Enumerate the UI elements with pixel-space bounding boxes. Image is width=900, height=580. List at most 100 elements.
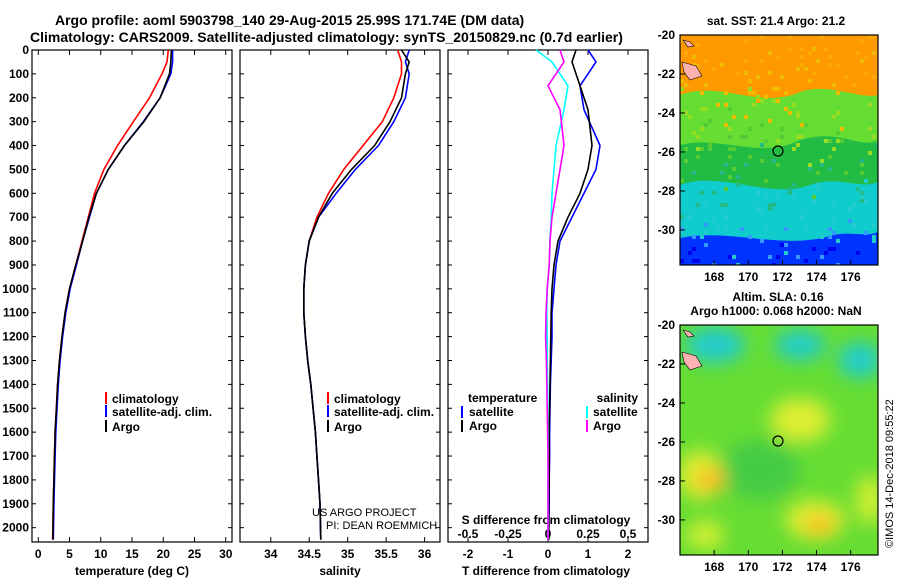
sst-map-title: sat. SST: 21.4 Argo: 21.2 [707,14,846,28]
difference-xlabel: T difference from climatology [462,564,630,578]
sst-pixel [784,251,788,255]
series-line-satellite-adj-clim- [52,50,174,540]
sst-pixel [728,135,732,139]
sst-pixel [680,215,684,219]
sst-pixel [796,135,800,139]
sst-island-2 [681,61,703,81]
sst-pixel [760,211,764,215]
sst-pixel [864,231,868,235]
sst-pixel [872,75,876,79]
sla-axes: 168 170 172 174 176 -20 -22 -24 -26 -28 -30 [658,318,861,574]
sst-pixel [760,239,764,243]
sst-pixel [768,207,772,211]
sst-heatmap [680,35,878,265]
series-line-s-argo [544,49,565,540]
legend-label-argo: Argo [334,420,362,434]
sst-pixel [852,203,856,207]
sst-pixel [740,135,744,139]
x-tick-label: 2 [625,547,632,561]
sst-pixel [716,227,720,231]
sla-map-subtitle: Argo h1000: 0.068 h2000: NaN [690,304,861,318]
depth-tick-label: 1100 [3,306,29,320]
sla-blob-cyan-1 [685,327,745,363]
depth-tick-label: 1000 [2,282,29,296]
difference-series [535,49,601,540]
sst-pixel [768,119,772,123]
sst-pixel [808,51,812,55]
depth-tick-label: 100 [9,67,29,81]
sst-pixel [812,199,816,203]
sst-pixel [848,207,852,211]
sst-pixel [720,203,724,207]
sla-blob-yellow-1 [770,398,830,442]
sla-heatmap [680,325,878,555]
sst-pixel [804,67,808,71]
map-x-tick-label: 168 [704,560,724,574]
sst-pixel [724,187,728,191]
sst-pixel [872,135,876,139]
sst-pixel [772,87,776,91]
sst-pixel [772,263,776,265]
sst-pixel [852,83,856,87]
sst-pixel [832,231,836,235]
sst-pixel [684,159,688,163]
sst-pixel [800,135,804,139]
sst-pixel [696,203,700,207]
sst-pixel [736,183,740,187]
sst-pixel [832,115,836,119]
sst-pixel [828,55,832,59]
sst-pixel [736,175,740,179]
x-tick-label: 35.5 [374,547,398,561]
x-tick-label: 25 [188,547,202,561]
sst-pixel [852,223,856,227]
sst-pixel [748,91,752,95]
sst-pixel [768,203,772,207]
sst-pixel [784,227,788,231]
sst-pixel [804,259,808,263]
sst-pixel [736,71,740,75]
sla-map-frame [679,324,879,556]
sst-pixel [868,35,872,39]
sst-pixel [772,203,776,207]
sst-pixel [684,51,688,55]
sst-pixel [784,243,788,247]
sst-pixel [728,255,732,259]
sst-pixel [760,123,764,127]
sst-pixel [736,263,740,265]
legend-title-temperature: temperature [468,391,538,405]
sst-pixel [756,95,760,99]
sst-pixel [832,247,836,251]
depth-tick-label: 700 [9,210,29,224]
depth-tick-label: 400 [9,139,29,153]
pi-credit: PI: DEAN ROEMMICH [326,520,437,532]
salinity-series [302,49,411,540]
series-line-climatology [51,49,170,540]
depth-tick-label: 200 [9,91,29,105]
sst-pixel [700,147,704,151]
sst-pixel [760,59,764,63]
sst-pixel [784,91,788,95]
sst-pixel [820,163,824,167]
sst-pixel [728,147,732,151]
depth-tick-label: 1400 [2,377,29,391]
sst-pixel [720,63,724,67]
sst-pixel [756,75,760,79]
sst-argo-marker [772,145,784,157]
sst-pixel [680,259,684,263]
sst-pixel [872,235,876,239]
sla-blob-orange-2 [805,515,835,535]
legend-label-argo: Argo [112,420,140,434]
sst-pixel [788,111,792,115]
sst-pixel [836,263,840,265]
x-tick-label: 0 [35,547,42,561]
temperature-xlabel: temperature (deg C) [75,564,189,578]
sst-pixel [724,215,728,219]
legend-label-t-satellite: satellite [469,405,514,419]
map-x-tick-label: 168 [704,270,724,284]
sst-pixel [696,155,700,159]
sla-blob-cyan-2 [775,330,825,360]
x-tick-label: 35 [341,547,355,561]
x-tick-label: 10 [94,547,108,561]
depth-tick-label: 300 [9,115,29,129]
